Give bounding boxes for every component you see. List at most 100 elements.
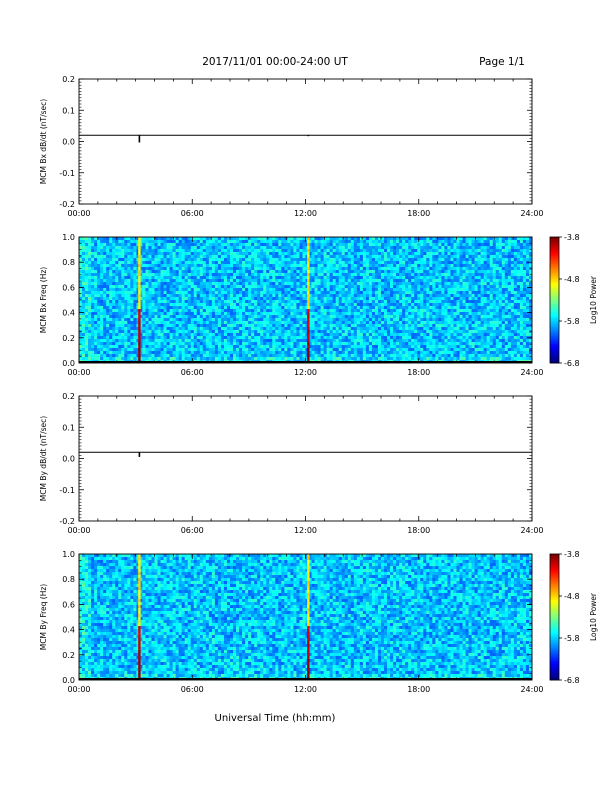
spectrogram-cell	[414, 291, 417, 294]
spectrogram-cell	[176, 327, 179, 330]
spectrogram-cell	[312, 294, 315, 297]
spectrogram-cell	[257, 261, 260, 264]
spectrogram-cell	[94, 354, 97, 357]
spectrogram-cell	[351, 324, 354, 327]
y-tick-label: -0.2	[59, 200, 75, 209]
spectrogram-cell	[402, 336, 405, 339]
spectrogram-cell	[284, 297, 287, 300]
spectrogram-cell	[269, 309, 272, 312]
spectrogram-cell	[354, 246, 357, 249]
spectrogram-cell	[145, 300, 148, 303]
spectrogram-cell	[145, 348, 148, 351]
spectrogram-cell	[197, 312, 200, 315]
spectrogram-cell	[224, 312, 227, 315]
spectrogram-cell	[167, 351, 170, 354]
spectrogram-cell	[354, 312, 357, 315]
spectrogram-cell	[82, 351, 85, 354]
y-tick-label: 0.1	[62, 106, 75, 115]
spectrogram-cell	[230, 348, 233, 351]
spectrogram-cell	[321, 333, 324, 336]
spectrogram-cell	[345, 318, 348, 321]
spectrogram-cell	[242, 336, 245, 339]
spectrogram-cell	[103, 309, 106, 312]
spectrogram-cell	[224, 267, 227, 270]
spectrogram-cell	[275, 342, 278, 345]
spectrogram-cell	[203, 291, 206, 294]
spectrogram-cell	[230, 255, 233, 258]
spectrogram-cell	[227, 300, 230, 303]
spectrogram-cell	[194, 261, 197, 264]
spectrogram-cell	[387, 315, 390, 318]
spectrogram-cell	[161, 261, 164, 264]
spectrogram-cell	[390, 285, 393, 288]
spectrogram-cell	[278, 258, 281, 261]
spectrogram-cell	[275, 288, 278, 291]
spectrogram-cell	[115, 312, 118, 315]
spectrogram-cell	[296, 261, 299, 264]
spectrogram-cell	[203, 330, 206, 333]
spectrogram-cell	[182, 279, 185, 282]
spectrogram-cell	[336, 237, 339, 240]
spectrogram-cell	[109, 258, 112, 261]
spectrogram-cell	[155, 282, 158, 285]
spectrogram-cell	[209, 240, 212, 243]
spectrogram-cell	[251, 315, 254, 318]
spectrogram-cell	[82, 252, 85, 255]
spectrogram-cell	[106, 273, 109, 276]
spectrogram-cell	[206, 309, 209, 312]
spectrogram-cell	[191, 291, 194, 294]
spectrogram-cell	[351, 246, 354, 249]
spectrogram-cell	[118, 282, 121, 285]
spectrogram-cell	[281, 342, 284, 345]
spectrogram-cell	[281, 315, 284, 318]
spectrogram-cell	[212, 240, 215, 243]
spectrogram-cell	[327, 240, 330, 243]
spectrogram-cell	[399, 324, 402, 327]
spectrogram-cell	[173, 336, 176, 339]
spectrogram-cell	[287, 345, 290, 348]
spectrogram-cell	[278, 246, 281, 249]
spectrogram-cell	[293, 342, 296, 345]
spectrogram-cell	[197, 240, 200, 243]
spectrogram-cell	[148, 279, 151, 282]
spectrogram-cell	[106, 339, 109, 342]
spectrogram-cell	[312, 324, 315, 327]
spectrogram-cell	[88, 246, 91, 249]
spectrogram-cell	[224, 249, 227, 252]
spectrogram-cell	[100, 303, 103, 306]
spectrogram-cell	[390, 333, 393, 336]
spectrogram-cell	[221, 318, 224, 321]
spectrogram-cell	[381, 264, 384, 267]
spectrogram-cell	[130, 315, 133, 318]
spectrogram-cell	[327, 354, 330, 357]
spectrogram-cell	[426, 252, 429, 255]
spectrogram-cell	[236, 330, 239, 333]
spectrogram-cell	[348, 297, 351, 300]
spectrogram-cell	[142, 330, 145, 333]
spectrogram-cell	[318, 348, 321, 351]
spectrogram-cell	[390, 240, 393, 243]
spectrogram-cell	[215, 348, 218, 351]
spectrogram-cell	[124, 303, 127, 306]
spectrogram-cell	[224, 261, 227, 264]
spectrogram-cell	[103, 333, 106, 336]
spectrogram-cell	[203, 246, 206, 249]
spectrogram-cell	[390, 264, 393, 267]
spectrogram-cell	[97, 243, 100, 246]
spectrogram-cell	[396, 324, 399, 327]
spectrogram-cell	[260, 333, 263, 336]
spectrogram-cell	[281, 303, 284, 306]
spectrogram-cell	[200, 315, 203, 318]
spectrogram-cell	[155, 315, 158, 318]
spectrogram-cell	[381, 258, 384, 261]
spectrogram-cell	[417, 324, 420, 327]
spectrogram-cell	[100, 312, 103, 315]
spectrogram-cell	[378, 339, 381, 342]
spectrogram-cell	[164, 348, 167, 351]
spectrogram-cell	[91, 288, 94, 291]
spectrogram-cell	[351, 351, 354, 354]
spectrogram-cell	[94, 345, 97, 348]
spectrogram-cell	[88, 354, 91, 357]
spectrogram-cell	[348, 324, 351, 327]
spectrogram-cell	[151, 342, 154, 345]
